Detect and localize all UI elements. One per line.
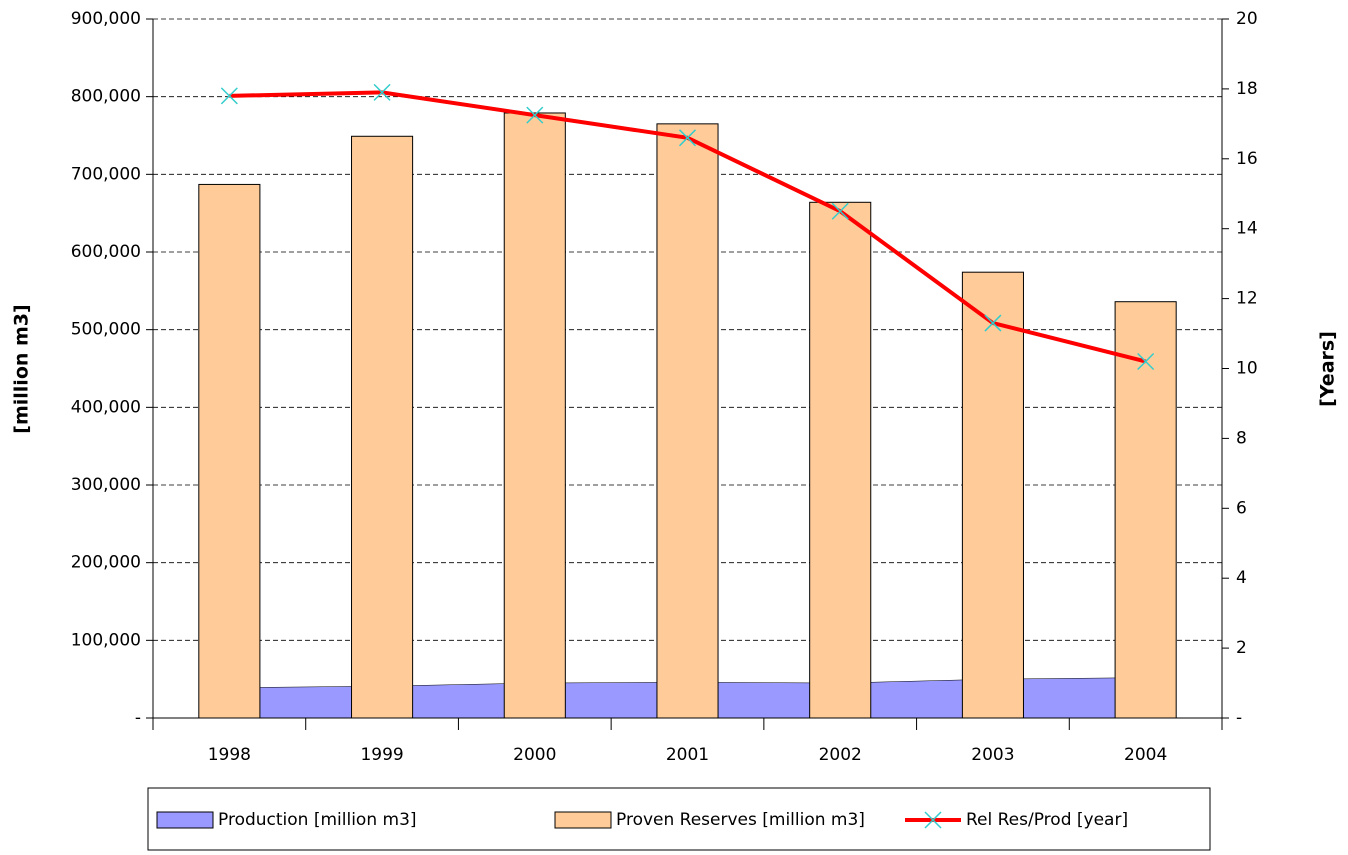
y-axis-title: [million m3] — [11, 304, 33, 433]
y-tick-label: 400,000 — [71, 397, 141, 417]
bar — [809, 201, 872, 719]
bar — [1114, 301, 1177, 719]
x-tick-label: 2004 — [1124, 745, 1167, 765]
y2-tick-label: 8 — [1236, 428, 1247, 448]
legend-box — [147, 787, 1211, 851]
y2-tick-label: 18 — [1236, 79, 1258, 99]
y-tick-label: 700,000 — [71, 164, 141, 184]
marker — [526, 106, 544, 124]
y2-tick-label: 2 — [1236, 638, 1247, 658]
x-tick-label: 2003 — [971, 745, 1014, 765]
bar — [961, 271, 1024, 719]
marker — [1137, 352, 1155, 371]
y2-tick-label: 20 — [1236, 9, 1258, 29]
bar — [656, 123, 719, 719]
marker — [220, 87, 238, 105]
legend-swatch — [554, 811, 612, 829]
bar — [351, 135, 414, 719]
x-tick-label: 1999 — [360, 745, 403, 765]
y-tick-label: 500,000 — [71, 320, 141, 340]
legend-label: Production [million m3] — [218, 810, 417, 830]
y-tick-label: 100,000 — [71, 630, 141, 650]
marker — [678, 129, 697, 147]
marker — [373, 83, 391, 101]
bar — [198, 183, 261, 719]
y2-axis-title: [Years] — [1317, 331, 1339, 407]
y2-tick-label: 16 — [1236, 149, 1258, 169]
y-tick-label: 300,000 — [71, 475, 141, 495]
x-tick-label: 2001 — [666, 745, 709, 765]
y2-tick-label: 4 — [1236, 568, 1247, 588]
marker — [831, 202, 849, 220]
legend-label: Rel Res/Prod [year] — [966, 810, 1128, 830]
y2-tick-label: 14 — [1236, 219, 1258, 239]
y-tick-label: 800,000 — [71, 87, 141, 107]
x-tick-label: 2002 — [819, 745, 862, 765]
y-tick-label: 200,000 — [71, 553, 141, 573]
y-tick-label: 900,000 — [71, 9, 141, 29]
y2-tick-label: - — [1236, 708, 1242, 728]
legend-label: Proven Reserves [million m3] — [616, 810, 865, 830]
x-tick-label: 1998 — [208, 745, 251, 765]
y2-tick-label: 10 — [1236, 359, 1258, 379]
legend-swatch — [156, 811, 214, 829]
x-tick-label: 2000 — [513, 745, 556, 765]
y-tick-label: 600,000 — [71, 242, 141, 262]
legend-marker — [924, 811, 942, 829]
marker — [984, 314, 1002, 332]
bar — [503, 112, 566, 719]
y-tick-label: - — [135, 708, 141, 728]
y2-tick-label: 12 — [1236, 289, 1258, 309]
y2-tick-label: 6 — [1236, 498, 1247, 518]
